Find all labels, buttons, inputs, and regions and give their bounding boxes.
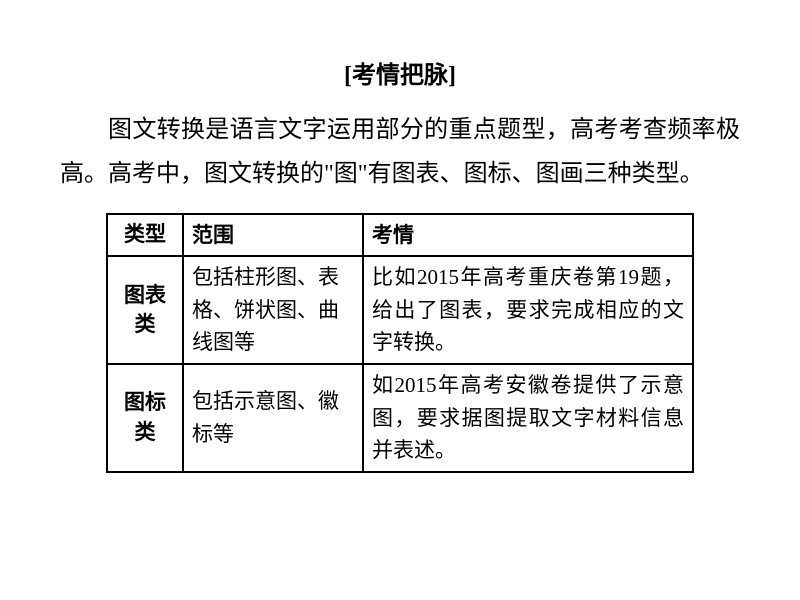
cell-type: 图标类	[107, 364, 183, 472]
cell-scope: 包括柱形图、表格、饼状图、曲线图等	[183, 256, 363, 364]
cell-scope: 包括示意图、徽标等	[183, 364, 363, 472]
table-header-row: 类型 范围 考情	[107, 214, 693, 257]
document-content: [考情把脉] 图文转换是语言文字运用部分的重点题型，高考考查频率极高。高考中，图…	[0, 0, 800, 473]
types-table: 类型 范围 考情 图表类 包括柱形图、表格、饼状图、曲线图等 比如2015年高考…	[106, 213, 694, 473]
header-type: 类型	[107, 214, 183, 257]
table-row: 图标类 包括示意图、徽标等 如2015年高考安徽卷提供了示意图，要求据图提取文字…	[107, 364, 693, 472]
intro-paragraph: 图文转换是语言文字运用部分的重点题型，高考考查频率极高。高考中，图文转换的"图"…	[60, 108, 740, 197]
section-title: [考情把脉]	[60, 55, 740, 90]
cell-situation: 比如2015年高考重庆卷第19题，给出了图表，要求完成相应的文字转换。	[363, 256, 693, 364]
cell-situation: 如2015年高考安徽卷提供了示意图，要求据图提取文字材料信息并表述。	[363, 364, 693, 472]
header-situation: 考情	[363, 214, 693, 257]
cell-type: 图表类	[107, 256, 183, 364]
table-row: 图表类 包括柱形图、表格、饼状图、曲线图等 比如2015年高考重庆卷第19题，给…	[107, 256, 693, 364]
header-scope: 范围	[183, 214, 363, 257]
